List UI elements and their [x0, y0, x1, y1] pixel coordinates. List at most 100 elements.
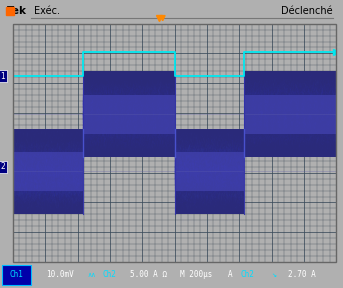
Point: [47, 164, 53, 169]
Point: [291, 101, 297, 105]
Point: [249, 101, 255, 105]
Point: [175, 142, 181, 147]
Point: [173, 170, 178, 175]
Point: [326, 100, 332, 105]
Point: [64, 179, 69, 183]
Point: [228, 165, 234, 170]
Point: [119, 120, 125, 125]
Point: [89, 98, 94, 103]
Point: [255, 128, 261, 133]
Point: [51, 181, 57, 185]
Point: [310, 104, 315, 109]
Point: [328, 125, 333, 130]
Point: [84, 111, 90, 116]
Point: [246, 99, 252, 104]
Point: [79, 195, 85, 200]
Point: [175, 191, 180, 195]
Point: [13, 167, 18, 171]
Point: [79, 163, 84, 167]
Point: [202, 159, 207, 164]
Point: [296, 89, 301, 93]
Point: [103, 84, 108, 88]
Point: [224, 163, 230, 167]
Point: [211, 170, 216, 174]
Point: [58, 192, 63, 196]
Point: [68, 191, 73, 195]
Point: [19, 170, 24, 175]
Point: [192, 159, 197, 163]
Point: [102, 124, 107, 129]
Point: [190, 203, 196, 208]
Point: [100, 104, 106, 108]
Point: [300, 113, 305, 118]
Point: [126, 107, 131, 111]
Point: [217, 159, 222, 164]
Point: [260, 106, 265, 111]
Point: [210, 171, 215, 175]
Point: [261, 125, 267, 130]
Point: [200, 182, 206, 187]
Point: [69, 158, 74, 163]
Point: [271, 118, 276, 122]
Point: [20, 167, 25, 172]
Point: [106, 111, 111, 115]
Point: [250, 90, 255, 95]
Point: [162, 96, 168, 101]
Point: [253, 88, 259, 93]
Point: [156, 104, 162, 109]
Point: [16, 147, 22, 151]
Point: [70, 141, 75, 145]
Point: [43, 194, 49, 198]
Point: [270, 122, 275, 126]
Point: [152, 165, 157, 170]
Point: [106, 122, 111, 127]
Point: [154, 96, 159, 101]
Point: [222, 170, 227, 175]
Point: [30, 165, 35, 170]
Point: [118, 97, 124, 101]
Point: [119, 109, 125, 113]
Point: [278, 88, 283, 92]
Point: [332, 92, 337, 97]
Point: [281, 137, 286, 142]
Point: [85, 90, 91, 95]
Point: [237, 204, 243, 209]
Point: [135, 128, 140, 132]
Point: [155, 88, 161, 93]
Point: [325, 109, 330, 113]
Point: [194, 161, 199, 166]
Point: [127, 112, 133, 117]
Point: [327, 111, 332, 116]
Point: [139, 126, 145, 130]
Point: [152, 130, 158, 135]
Point: [41, 181, 46, 185]
Point: [199, 179, 204, 183]
Point: [315, 133, 320, 138]
Point: [308, 124, 314, 128]
Point: [321, 132, 327, 136]
Point: [73, 202, 79, 207]
Point: [81, 98, 86, 102]
Point: [256, 109, 261, 114]
Point: [287, 98, 292, 103]
Point: [116, 126, 122, 130]
Point: [225, 184, 231, 189]
Point: [59, 153, 65, 157]
Point: [208, 183, 213, 187]
Point: [207, 183, 212, 187]
Point: [269, 132, 275, 137]
Point: [249, 127, 255, 132]
Point: [217, 185, 223, 190]
Point: [240, 170, 246, 175]
Point: [185, 168, 190, 172]
Point: [12, 181, 17, 185]
Point: [192, 157, 198, 162]
Point: [43, 168, 49, 172]
Point: [151, 140, 156, 145]
Point: [187, 152, 192, 156]
Point: [205, 185, 211, 190]
Point: [150, 93, 155, 98]
Point: [20, 155, 25, 160]
Point: [323, 106, 329, 111]
Point: [254, 101, 260, 105]
